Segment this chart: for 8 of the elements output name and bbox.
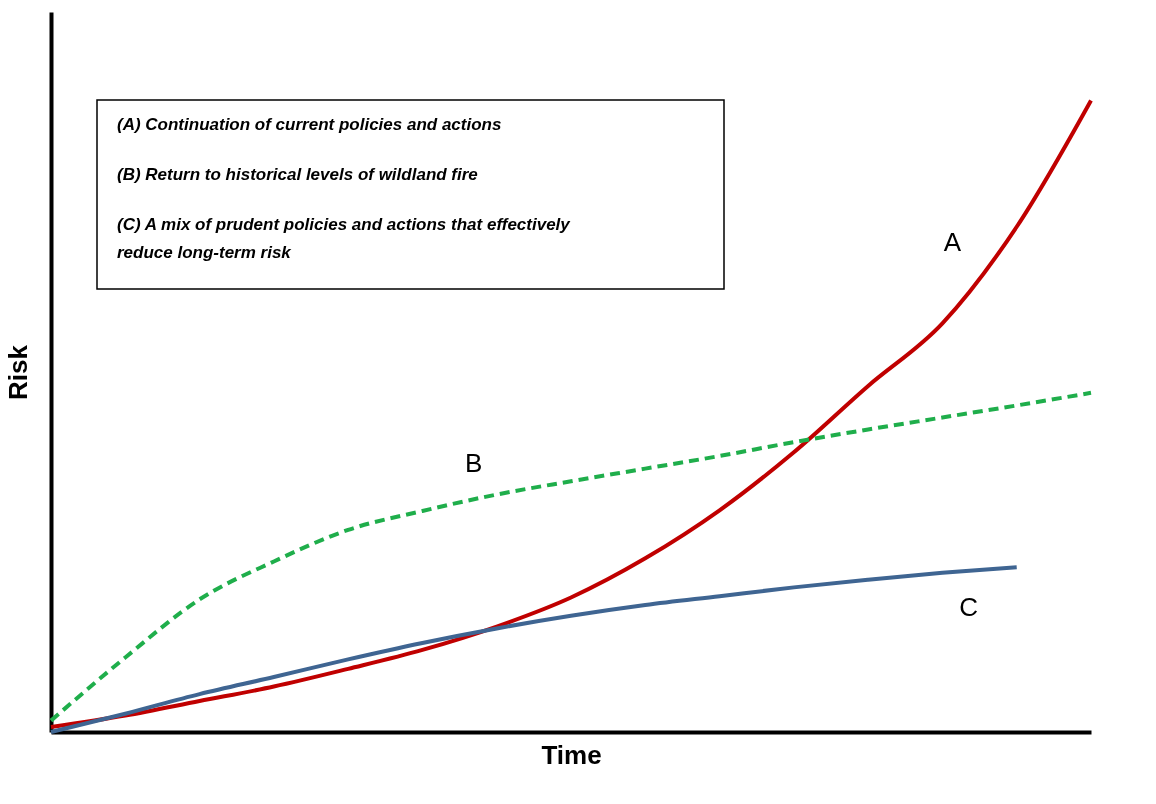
annotation: (B) Return to historical levels of wildland fire	[117, 165, 478, 184]
x-axis-title: Time	[541, 739, 602, 770]
series-label: C	[959, 592, 979, 623]
series-label: A	[943, 227, 962, 258]
annotation: (C) A mix of prudent policies and actions that effectively reduce long-term risk	[117, 215, 572, 262]
y-axis-title: Risk	[2, 344, 33, 400]
series-label: B	[465, 447, 483, 478]
annotation: (A) Continuation of current policies and actions	[117, 115, 502, 134]
